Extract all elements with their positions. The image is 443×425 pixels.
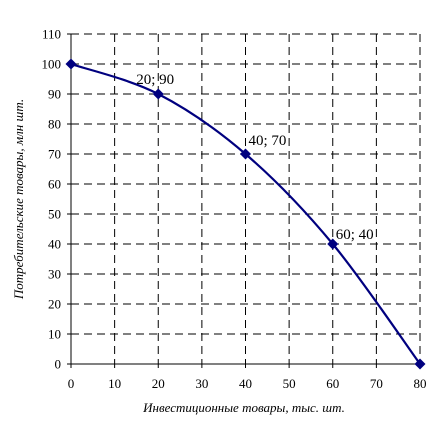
x-tick-label: 50	[283, 376, 296, 391]
x-axis-title: Инвестиционные товары, тыс. шт.	[142, 400, 345, 415]
data-label: 20; 90	[136, 72, 174, 88]
axes	[67, 33, 421, 368]
y-tick-label: 90	[48, 87, 61, 102]
series	[65, 58, 426, 370]
grid	[71, 33, 421, 364]
y-tick-label: 70	[48, 147, 61, 162]
y-tick-label: 30	[48, 267, 61, 282]
tick-labels: 0 10 20 30 40 50 60 70 80 0 10 20 30 40 50 60 70 80 90 100 1…	[42, 27, 427, 392]
data-point-marker	[327, 238, 339, 250]
y-tick-label: 50	[48, 207, 61, 222]
x-tick-label: 20	[152, 376, 165, 391]
x-tick-label: 80	[414, 376, 427, 391]
data-label: 40; 70	[249, 133, 287, 149]
data-point-marker	[65, 58, 77, 70]
y-tick-label: 100	[42, 57, 62, 72]
data-point-marker	[414, 358, 426, 370]
x-tick-label: 10	[108, 376, 121, 391]
y-axis-title: Потребительские товары, млн шт.	[11, 99, 26, 300]
y-tick-label: 0	[55, 357, 62, 372]
y-tick-label: 110	[42, 27, 61, 42]
x-tick-label: 70	[370, 376, 383, 391]
y-tick-label: 80	[48, 117, 61, 132]
data-label: 60; 40	[336, 227, 374, 243]
y-tick-label: 60	[48, 177, 61, 192]
y-tick-label: 40	[48, 237, 61, 252]
x-tick-label: 30	[195, 376, 208, 391]
data-labels: 20; 90 40; 70 60; 40	[136, 72, 373, 243]
y-tick-label: 20	[48, 297, 61, 312]
x-tick-label: 60	[326, 376, 339, 391]
data-point-marker	[152, 88, 164, 100]
y-tick-label: 10	[48, 327, 61, 342]
x-tick-label: 40	[239, 376, 252, 391]
series-line	[70, 62, 421, 365]
data-point-marker	[240, 148, 251, 160]
x-tick-label: 0	[68, 376, 75, 391]
